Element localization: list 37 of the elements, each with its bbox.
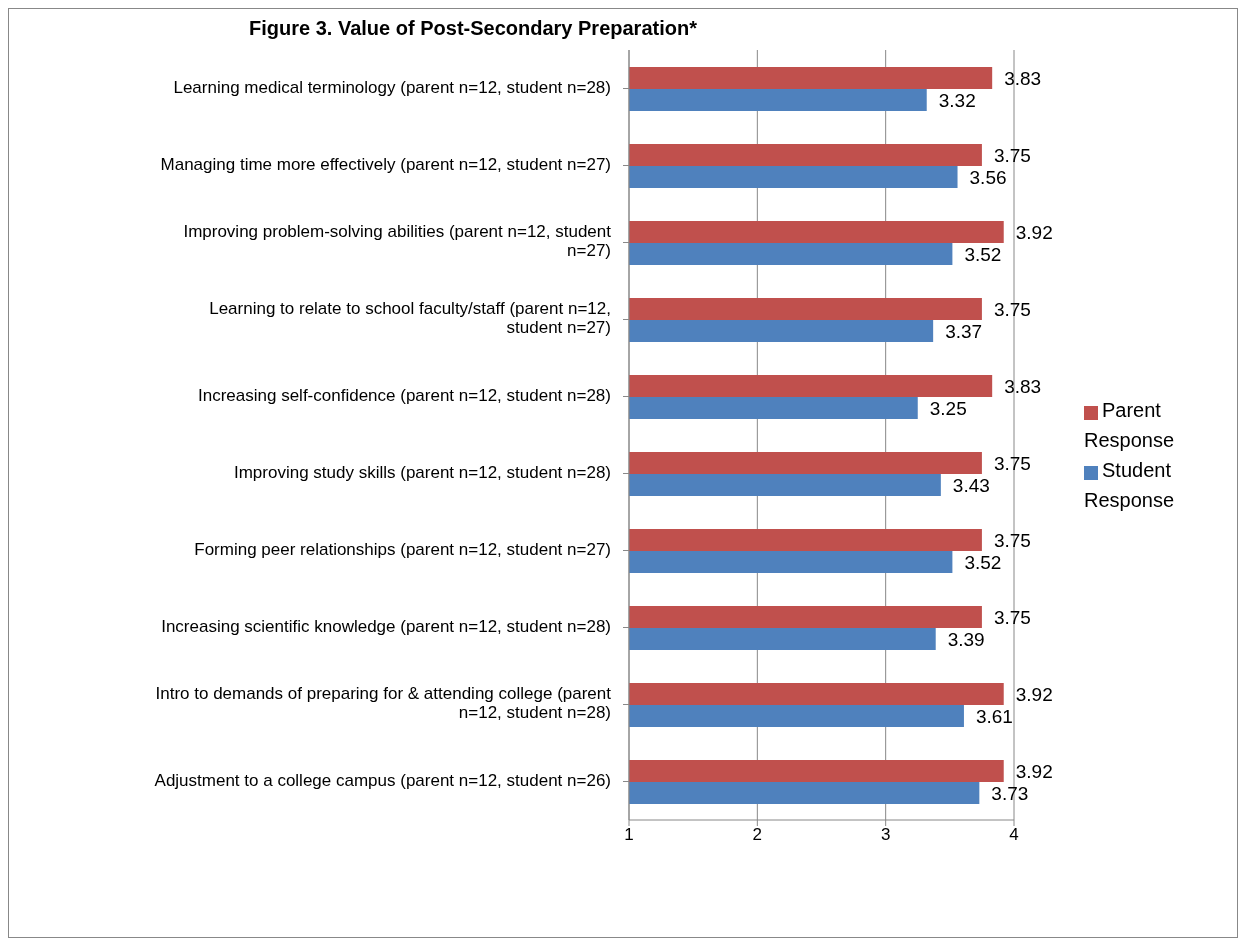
data-label: 3.75 xyxy=(993,298,1031,320)
y-tick-label: Forming peer relationships (parent n=12, student n=27) xyxy=(194,539,611,559)
data-label: 3.43 xyxy=(952,474,990,496)
legend-label: Parent Response xyxy=(1084,399,1175,451)
x-tick-label: 1 xyxy=(624,825,634,845)
data-label: 3.52 xyxy=(964,551,1002,573)
y-tick-label: Learning to relate to school faculty/staff (parent n=12, student n=27) xyxy=(209,299,611,338)
x-tick-label: 3 xyxy=(880,825,891,845)
legend-label: Student Response xyxy=(1084,459,1175,511)
data-label: 3.83 xyxy=(1004,375,1042,397)
y-tick-label: Adjustment to a college campus (parent n=12, student n=26) xyxy=(154,770,611,790)
y-tick-label: Learning medical terminology (parent n=12, student n=28) xyxy=(173,77,611,97)
data-label: 3.39 xyxy=(947,628,985,650)
y-tick-label: Improving study skills (parent n=12, student n=28) xyxy=(233,462,611,482)
data-label: 3.75 xyxy=(993,529,1031,551)
data-label: 3.75 xyxy=(993,144,1031,166)
y-tick-label: Increasing self-confidence (parent n=12, student n=28) xyxy=(198,385,611,405)
data-label: 3.83 xyxy=(1004,67,1042,89)
data-label: 3.92 xyxy=(1015,760,1053,782)
data-label: 3.37 xyxy=(945,320,983,342)
chart-title: Figure 3. Value of Post-Secondary Preparation* xyxy=(248,16,698,40)
x-tick-label: 4 xyxy=(1009,825,1019,845)
y-tick-label: Managing time more effectively (parent n=12, student n=27) xyxy=(160,154,611,174)
data-label: 3.92 xyxy=(1015,221,1053,243)
y-tick-label: Intro to demands of preparing for & attending college (parent n=12, student n=28) xyxy=(155,684,612,723)
data-label: 3.32 xyxy=(938,89,976,111)
data-label: 3.52 xyxy=(964,243,1002,265)
data-label: 3.56 xyxy=(969,166,1007,188)
data-label: 3.92 xyxy=(1015,683,1053,705)
x-tick-label: 2 xyxy=(752,825,763,845)
data-label: 3.75 xyxy=(993,452,1031,474)
data-label: 3.61 xyxy=(975,705,1013,727)
y-tick-label: Improving problem-solving abilities (parent n=12, student n=27) xyxy=(183,222,612,261)
data-label: 3.75 xyxy=(993,606,1031,628)
y-tick-label: Increasing scientific knowledge (parent n=12, student n=28) xyxy=(161,616,611,636)
data-label: 3.73 xyxy=(991,782,1029,804)
data-label: 3.25 xyxy=(929,397,967,419)
